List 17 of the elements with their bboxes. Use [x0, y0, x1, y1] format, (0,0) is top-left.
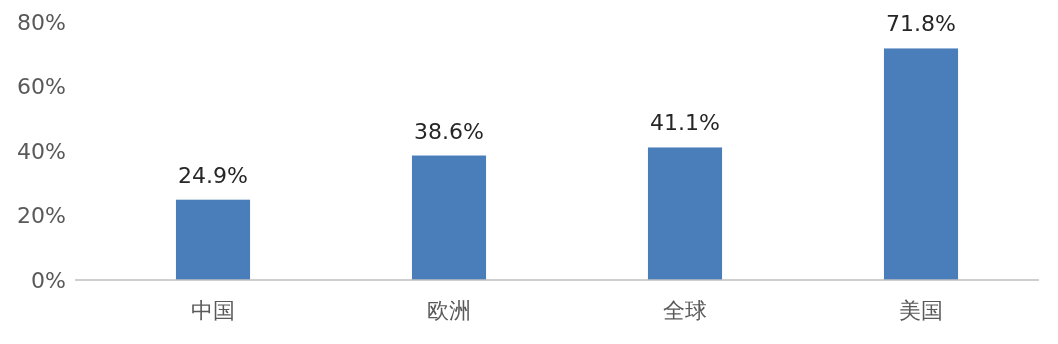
y-tick-label: 40%	[17, 138, 66, 164]
data-label: 71.8%	[886, 11, 956, 37]
data-label: 24.9%	[178, 162, 248, 188]
data-label: 41.1%	[650, 110, 720, 136]
y-tick-label: 60%	[17, 74, 66, 100]
bar	[411, 155, 487, 280]
y-tick-label: 0%	[31, 267, 66, 293]
y-tick-label: 80%	[17, 9, 66, 35]
x-tick-label: 中国	[191, 298, 235, 323]
x-tick-label: 欧洲	[427, 298, 471, 323]
bar	[883, 48, 959, 280]
y-tick-label: 20%	[17, 203, 66, 229]
x-tick-label: 全球	[663, 298, 707, 323]
x-tick-label: 美国	[899, 298, 943, 323]
bar	[175, 199, 251, 280]
bar	[647, 147, 723, 280]
data-label: 38.6%	[414, 118, 484, 144]
